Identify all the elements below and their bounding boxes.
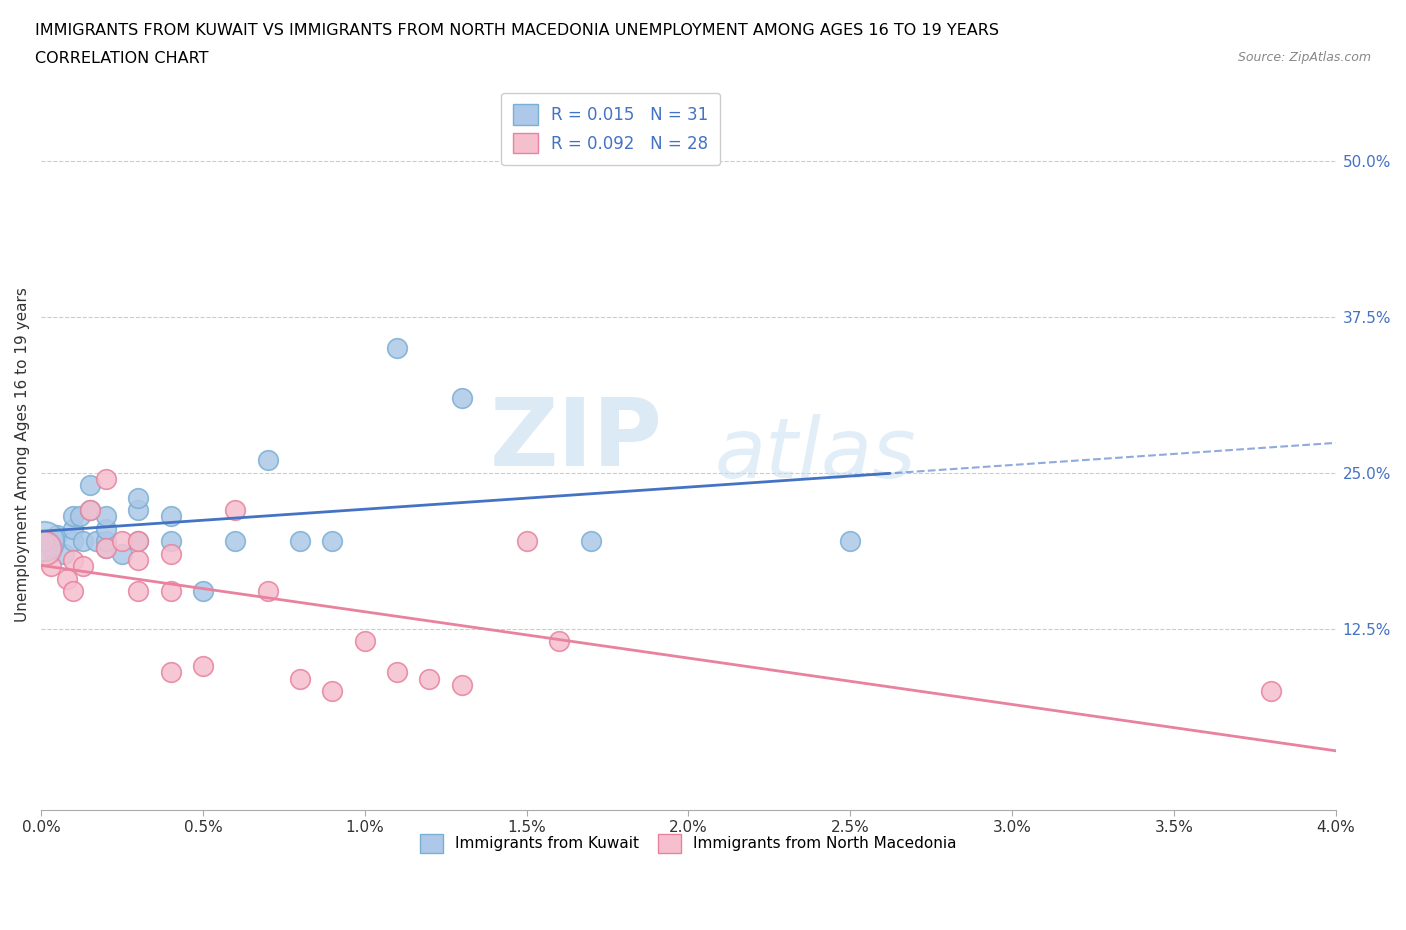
Point bbox=[52, 547, 75, 562]
Y-axis label: Unemployment Among Ages 16 to 19 years: Unemployment Among Ages 16 to 19 years bbox=[15, 286, 30, 621]
Text: ZIP: ZIP bbox=[489, 394, 662, 485]
Point bbox=[34, 534, 56, 549]
Point bbox=[127, 552, 149, 567]
Point bbox=[159, 584, 181, 599]
Point bbox=[72, 559, 94, 574]
Point bbox=[94, 534, 117, 549]
Point bbox=[418, 671, 440, 686]
Point bbox=[1260, 684, 1282, 698]
Point bbox=[56, 571, 79, 586]
Point bbox=[385, 665, 408, 680]
Point bbox=[46, 527, 69, 542]
Point bbox=[548, 633, 571, 648]
Point bbox=[94, 509, 117, 524]
Point bbox=[321, 534, 343, 549]
Point bbox=[127, 503, 149, 518]
Point bbox=[34, 540, 56, 555]
Point bbox=[62, 534, 84, 549]
Point bbox=[159, 509, 181, 524]
Point bbox=[84, 534, 107, 549]
Point bbox=[62, 552, 84, 567]
Point bbox=[62, 509, 84, 524]
Point bbox=[159, 534, 181, 549]
Point bbox=[321, 684, 343, 698]
Legend: Immigrants from Kuwait, Immigrants from North Macedonia: Immigrants from Kuwait, Immigrants from … bbox=[415, 828, 963, 858]
Point bbox=[127, 584, 149, 599]
Point bbox=[256, 584, 278, 599]
Point bbox=[79, 503, 101, 518]
Point bbox=[94, 472, 117, 486]
Point bbox=[288, 534, 311, 549]
Point bbox=[127, 534, 149, 549]
Point bbox=[127, 534, 149, 549]
Point bbox=[94, 540, 117, 555]
Point bbox=[191, 584, 214, 599]
Point bbox=[94, 522, 117, 537]
Point bbox=[111, 534, 134, 549]
Point bbox=[62, 584, 84, 599]
Point bbox=[39, 559, 62, 574]
Point bbox=[127, 490, 149, 505]
Text: atlas: atlas bbox=[714, 414, 915, 495]
Text: CORRELATION CHART: CORRELATION CHART bbox=[35, 51, 208, 66]
Point bbox=[353, 633, 375, 648]
Point bbox=[256, 453, 278, 468]
Point bbox=[69, 509, 91, 524]
Text: Source: ZipAtlas.com: Source: ZipAtlas.com bbox=[1237, 51, 1371, 64]
Text: IMMIGRANTS FROM KUWAIT VS IMMIGRANTS FROM NORTH MACEDONIA UNEMPLOYMENT AMONG AGE: IMMIGRANTS FROM KUWAIT VS IMMIGRANTS FRO… bbox=[35, 23, 1000, 38]
Point bbox=[450, 391, 472, 405]
Point bbox=[111, 547, 134, 562]
Point bbox=[79, 478, 101, 493]
Point bbox=[39, 540, 62, 555]
Point bbox=[94, 540, 117, 555]
Point bbox=[34, 534, 56, 549]
Point bbox=[191, 658, 214, 673]
Point bbox=[79, 503, 101, 518]
Point bbox=[385, 340, 408, 355]
Point bbox=[224, 534, 246, 549]
Point bbox=[450, 677, 472, 692]
Point bbox=[581, 534, 603, 549]
Point bbox=[515, 534, 537, 549]
Point bbox=[159, 547, 181, 562]
Point bbox=[224, 503, 246, 518]
Point bbox=[288, 671, 311, 686]
Point bbox=[159, 665, 181, 680]
Point bbox=[72, 534, 94, 549]
Point bbox=[62, 522, 84, 537]
Point bbox=[839, 534, 862, 549]
Point bbox=[34, 534, 56, 549]
